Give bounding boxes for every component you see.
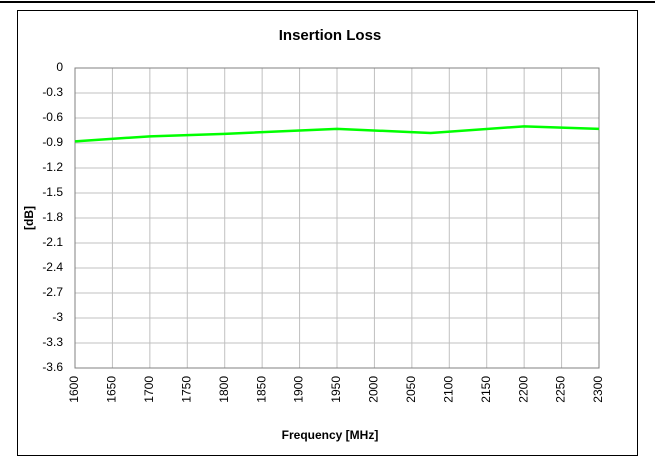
x-tick-label: 1950 [329,376,343,403]
x-tick-label: 2100 [441,376,455,403]
y-tick-label: -3.3 [42,335,63,349]
x-tick-label: 2000 [367,376,381,403]
x-tick-label: 2050 [404,376,418,403]
x-tick-label: 1650 [105,376,119,403]
x-tick-label: 2200 [516,376,530,403]
x-tick-label: 1800 [217,376,231,403]
y-tick-label: -1.5 [42,185,63,199]
y-tick-label: -1.2 [42,160,63,174]
x-tick-label: 2300 [591,376,605,403]
plot-border [74,67,600,369]
y-tick-label: -2.1 [42,235,63,249]
y-axis-label: [dB] [22,206,36,230]
x-tick-label: 1600 [67,376,81,403]
y-tick-label: -1.8 [42,210,63,224]
x-tick-label: 1900 [292,376,306,403]
y-tick-label: -2.4 [42,260,63,274]
y-tick-label: -2.7 [42,285,63,299]
x-tick-label: 1700 [142,376,156,403]
x-tick-label: 2150 [479,376,493,403]
y-tick-label: -0.3 [42,85,63,99]
data-line [74,125,600,143]
x-axis-label: Frequency [MHz] [282,428,379,442]
chart-title: Insertion Loss [279,27,382,44]
x-tick-label: 1850 [254,376,268,403]
x-tick-label: 2250 [554,376,568,403]
chart-frame [17,10,638,456]
y-tick-label: -3.6 [42,360,63,374]
y-tick-label: -0.9 [42,135,63,149]
y-tick-label: -0.6 [42,110,63,124]
x-tick-label: 1750 [179,376,193,403]
y-tick-label: -3 [52,310,63,324]
y-tick-label: 0 [56,60,63,74]
